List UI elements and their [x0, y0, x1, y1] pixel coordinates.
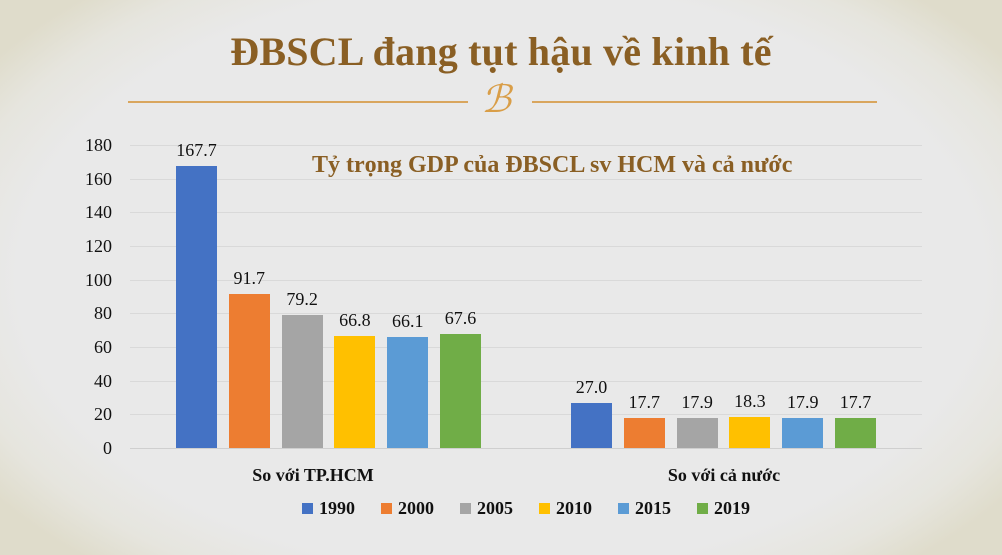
y-axis-tick-label: 60: [94, 337, 112, 357]
title-divider-left: [128, 101, 468, 103]
data-label: 27.0: [575, 376, 608, 397]
bar-2000-country: [623, 418, 665, 448]
data-label: 91.7: [233, 267, 266, 288]
legend-item-2000: 2000: [381, 498, 434, 519]
y-axis-tick-label: 180: [85, 135, 112, 155]
legend-label: 1990: [319, 498, 355, 518]
gridline: [130, 313, 922, 315]
bar-2000-hcm: [228, 293, 270, 448]
gridline: [130, 212, 922, 214]
category-label-country: So với cả nước: [667, 465, 781, 485]
bar-1990-country: [571, 402, 612, 448]
legend-item-2015: 2015: [618, 498, 671, 519]
gridline: [130, 279, 922, 281]
title-divider-right: [532, 101, 877, 103]
bar-2010-hcm: [334, 335, 376, 448]
legend-swatch-icon: [302, 503, 313, 514]
data-label: 17.7: [839, 392, 872, 413]
chart-legend: 1990 2000 2005 2010 2015 2019: [302, 498, 776, 519]
bar-2015-country: [782, 417, 824, 448]
legend-item-1990: 1990: [302, 498, 355, 519]
data-label: 79.2: [286, 288, 318, 309]
data-label: 66.8: [339, 309, 371, 330]
legend-label: 2015: [635, 498, 671, 518]
gridline: [130, 414, 922, 416]
data-label: 167.7: [176, 139, 217, 160]
gridline: [130, 145, 922, 146]
bar-2005-country: [676, 417, 718, 448]
bar-1990-hcm: [176, 165, 217, 448]
slide-title: ĐBSCL đang tụt hậu về kinh tế: [230, 29, 772, 74]
decorative-flourish-icon: ℬ: [481, 79, 511, 121]
legend-label: 2010: [556, 498, 592, 518]
legend-label: 2005: [477, 498, 513, 518]
legend-swatch-icon: [381, 503, 392, 514]
legend-item-2005: 2005: [460, 498, 513, 519]
data-label: 17.9: [786, 391, 819, 412]
legend-item-2019: 2019: [697, 498, 750, 519]
legend-swatch-icon: [618, 503, 629, 514]
gridline: [130, 178, 922, 180]
bar-2019-hcm: [440, 334, 481, 448]
y-axis-tick-label: 100: [85, 269, 112, 290]
bar-2015-hcm: [387, 336, 429, 448]
bar-2010-country: [729, 417, 771, 448]
y-axis-tick-label: 80: [94, 303, 112, 324]
chart-title: Tỷ trọng GDP của ĐBSCL sv HCM và cả nước: [312, 152, 793, 178]
legend-swatch-icon: [697, 503, 708, 514]
legend-label: 2019: [714, 498, 750, 518]
data-label: 67.6: [444, 308, 477, 329]
bar-2005-hcm: [281, 314, 323, 448]
legend-item-2010: 2010: [539, 498, 592, 519]
gridline: [130, 448, 922, 449]
y-axis-tick-label: 0: [103, 438, 112, 458]
legend-swatch-icon: [539, 503, 550, 514]
data-label: 18.3: [734, 391, 766, 412]
y-axis-tick-label: 140: [85, 202, 112, 223]
data-label: 17.9: [681, 391, 713, 412]
gridline: [130, 380, 922, 382]
y-axis-tick-label: 120: [85, 236, 112, 256]
y-axis-tick-label: 40: [94, 370, 112, 391]
bar-2019-country: [835, 418, 876, 448]
y-axis-tick-label: 160: [85, 168, 112, 189]
y-axis-tick-label: 20: [94, 404, 112, 425]
legend-label: 2000: [398, 498, 434, 518]
data-label: 66.1: [391, 310, 424, 331]
legend-swatch-icon: [460, 503, 471, 514]
category-label-hcm: So với TP.HCM: [252, 465, 374, 485]
data-label: 17.7: [628, 392, 661, 413]
gridline: [130, 347, 922, 348]
gridline: [130, 246, 922, 247]
